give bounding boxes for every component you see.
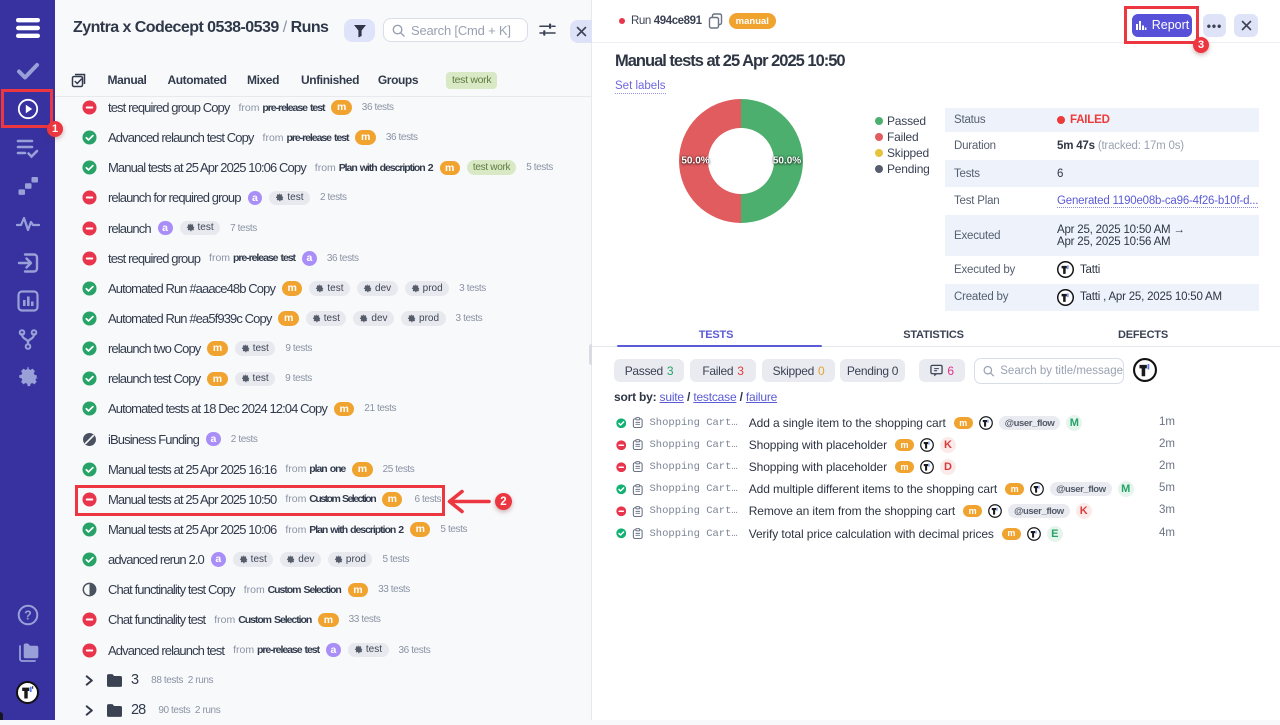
svg-text:?: ? [24,608,32,622]
